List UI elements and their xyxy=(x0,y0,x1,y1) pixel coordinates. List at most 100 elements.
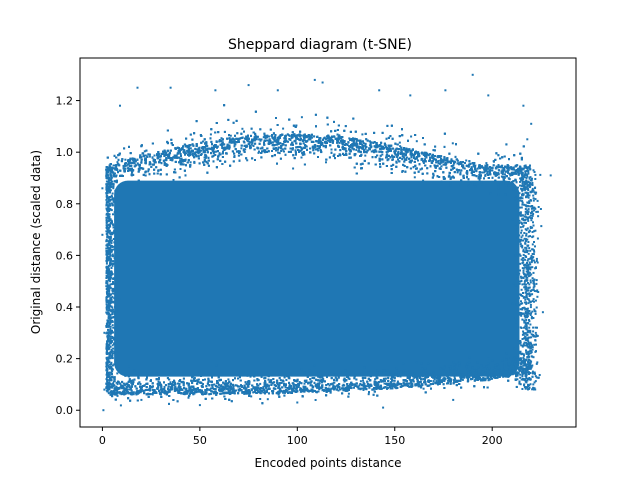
scatter-point xyxy=(246,159,249,162)
scatter-point xyxy=(432,149,435,152)
scatter-point xyxy=(259,382,262,385)
scatter-point xyxy=(203,160,206,163)
scatter-point xyxy=(461,378,464,381)
scatter-point xyxy=(509,174,512,177)
scatter-point xyxy=(131,379,134,382)
scatter-point xyxy=(107,392,110,395)
scatter-point xyxy=(441,381,443,384)
scatter-point xyxy=(177,382,179,385)
scatter-point xyxy=(296,372,299,375)
scatter-point xyxy=(413,176,416,179)
scatter-point xyxy=(396,380,399,383)
scatter-point xyxy=(240,147,243,150)
scatter-point xyxy=(145,389,147,391)
scatter-point xyxy=(246,374,249,377)
scatter-point xyxy=(212,152,215,155)
scatter-point xyxy=(148,155,151,158)
scatter-point xyxy=(502,375,505,378)
scatter-point xyxy=(227,378,230,381)
scatter-point xyxy=(478,178,481,181)
scatter-point xyxy=(201,389,203,392)
scatter-point xyxy=(485,162,488,165)
scatter-point xyxy=(406,150,409,153)
scatter-point xyxy=(266,398,269,401)
scatter-point xyxy=(257,379,260,382)
scatter-point xyxy=(500,181,503,184)
scatter-point xyxy=(364,154,367,157)
scatter-point xyxy=(465,159,468,162)
scatter-point xyxy=(209,133,212,136)
scatter-point xyxy=(365,385,368,388)
scatter-point xyxy=(229,134,232,137)
scatter-point xyxy=(350,387,353,390)
scatter-point xyxy=(212,155,215,157)
scatter-point xyxy=(278,152,281,155)
scatter-point xyxy=(282,127,285,130)
scatter-point xyxy=(300,116,303,119)
scatter-point xyxy=(182,163,185,166)
scatter-point xyxy=(151,393,154,396)
scatter-point xyxy=(454,368,457,371)
scatter-point xyxy=(184,390,187,393)
scatter-point xyxy=(348,137,351,140)
scatter-point xyxy=(422,162,425,164)
scatter-point xyxy=(228,147,231,150)
scatter-point xyxy=(467,185,470,188)
scatter-point xyxy=(504,173,506,176)
scatter-point xyxy=(116,383,119,385)
scatter-point xyxy=(140,156,143,159)
scatter-point xyxy=(250,143,253,146)
scatter-point xyxy=(279,142,282,145)
scatter-point xyxy=(292,167,295,170)
scatter-cloud xyxy=(105,104,543,407)
scatter-point xyxy=(288,138,291,140)
scatter-point xyxy=(266,388,269,391)
scatter-point xyxy=(415,140,418,143)
scatter-point xyxy=(279,379,282,382)
scatter-point xyxy=(314,399,317,401)
scatter-point xyxy=(411,154,414,157)
scatter-point xyxy=(481,369,484,372)
scatter-point xyxy=(326,376,328,379)
scatter-point xyxy=(341,384,344,387)
scatter-point xyxy=(399,145,402,148)
scatter-point xyxy=(438,374,441,377)
scatter-point xyxy=(147,170,150,173)
scatter-point xyxy=(131,157,134,160)
scatter-point xyxy=(257,151,260,154)
scatter-point xyxy=(189,161,192,164)
scatter-point xyxy=(183,391,186,394)
scatter-point xyxy=(185,152,188,155)
scatter-point xyxy=(325,161,327,164)
scatter-point xyxy=(236,384,238,387)
scatter-point xyxy=(259,398,262,400)
scatter-point xyxy=(285,379,288,381)
scatter-point xyxy=(262,391,265,394)
scatter-point xyxy=(361,133,364,136)
scatter-point xyxy=(237,377,239,380)
scatter-point xyxy=(322,137,325,140)
scatter-point xyxy=(288,383,291,386)
scatter-point xyxy=(239,137,242,140)
scatter-point xyxy=(400,383,403,385)
scatter-point xyxy=(494,365,497,368)
scatter-point xyxy=(418,383,421,386)
scatter-point xyxy=(357,145,360,148)
scatter-point xyxy=(422,179,425,182)
scatter-point xyxy=(148,374,151,377)
scatter-point xyxy=(422,387,425,390)
scatter-point xyxy=(451,142,454,145)
scatter-point xyxy=(451,369,454,372)
scatter-point xyxy=(107,166,110,169)
scatter-point xyxy=(191,152,194,155)
scatter-point xyxy=(179,150,181,153)
scatter-point xyxy=(412,380,415,383)
scatter-point xyxy=(128,365,130,368)
scatter-point xyxy=(367,393,370,396)
scatter-point xyxy=(359,380,362,383)
scatter-point xyxy=(241,127,244,130)
scatter-point xyxy=(317,149,320,152)
scatter-point xyxy=(512,356,515,359)
